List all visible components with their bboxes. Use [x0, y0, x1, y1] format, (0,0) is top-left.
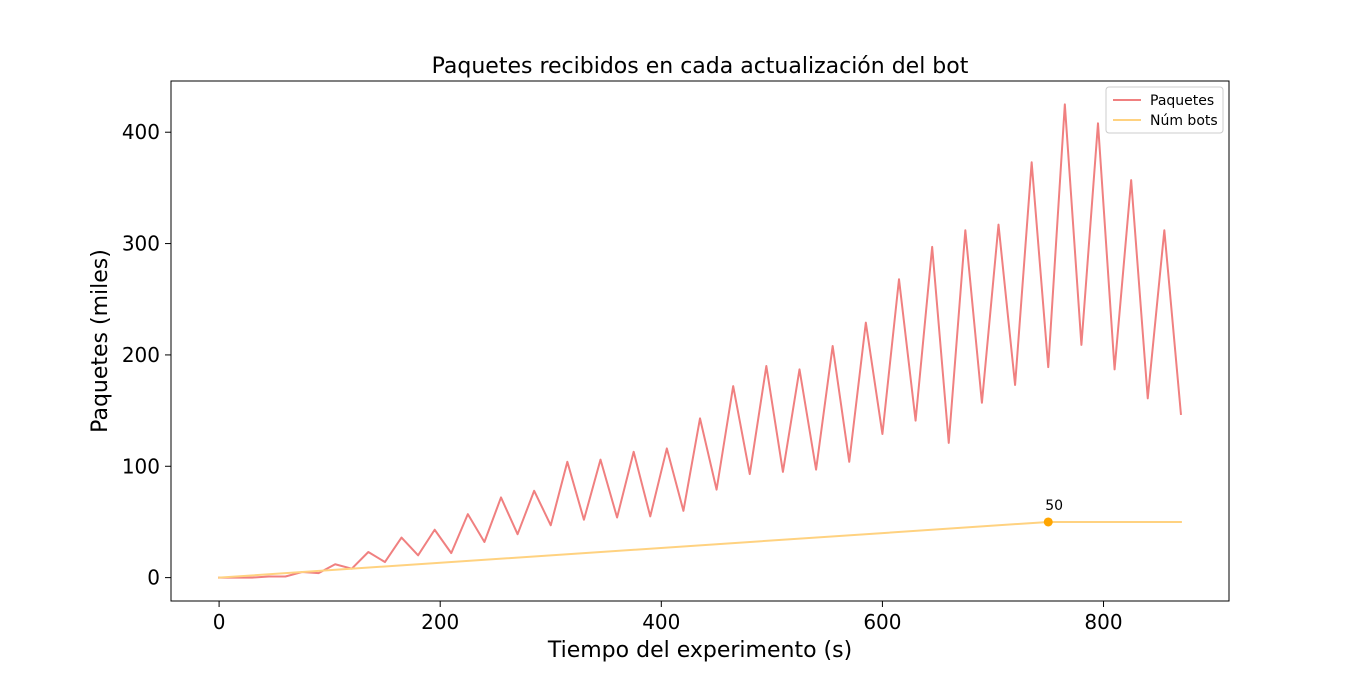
x-tick-label: 800: [1084, 610, 1122, 634]
x-tick-label: 0: [213, 610, 226, 634]
y-tick-label: 300: [122, 232, 160, 256]
plot-frame: [170, 80, 1230, 602]
y-tick-label: 200: [122, 343, 160, 367]
chart-title: Paquetes recibidos en cada actualización…: [432, 54, 969, 79]
legend: Paquetes Núm bots: [1105, 86, 1224, 134]
annotation-marker-1: [1043, 517, 1053, 527]
y-tick-label: 100: [122, 454, 160, 478]
legend-label: Paquetes: [1150, 93, 1214, 109]
y-tick-label: 400: [122, 120, 160, 144]
y-tick-label: 0: [147, 566, 160, 590]
x-tick-label: 600: [863, 610, 901, 634]
x-axis: 0 200 400 600 800: [213, 601, 1123, 634]
legend-label: Núm bots: [1150, 113, 1218, 129]
legend-box: [1105, 86, 1224, 134]
x-axis-title: Tiempo del experimento (s): [547, 638, 852, 663]
annotation-label-1: 50: [1045, 498, 1063, 514]
plot-area: 50: [218, 103, 1182, 579]
series-line-2: [218, 520, 1182, 579]
x-tick-label: 200: [421, 610, 459, 634]
y-axis: 0 100 200 300 400: [122, 120, 171, 590]
x-tick-label: 400: [642, 610, 680, 634]
series-line-1: [218, 103, 1182, 579]
y-axis-title: Paquetes (miles): [88, 249, 113, 433]
